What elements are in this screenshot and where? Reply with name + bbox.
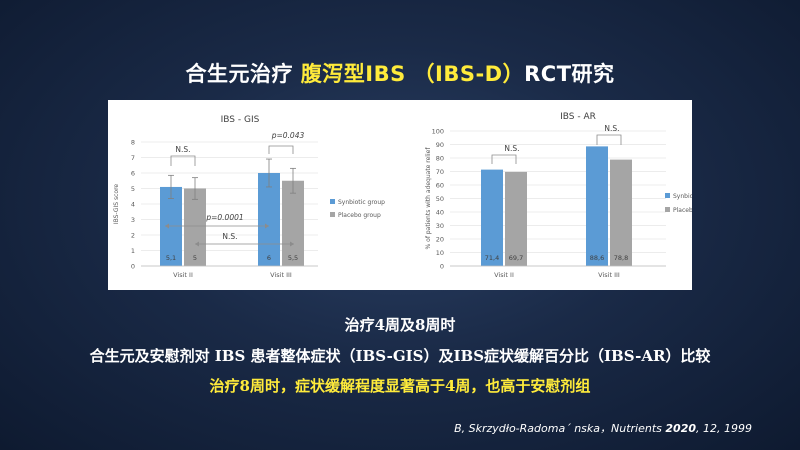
text-line-2: 合生元及安慰剂对 IBS 患者整体症状（IBS-GIS）及IBS症状缓解百分比（… <box>89 347 711 365</box>
y-tick-label-1-2: 20 <box>436 236 444 244</box>
x-tick-label-0-1: Visit III <box>270 271 292 279</box>
y-tick-label-0-7: 7 <box>131 154 135 162</box>
y-tick-label-0-4: 4 <box>131 201 135 209</box>
text-line-1: 治疗4周及8周时 <box>344 316 456 334</box>
title-part-3: RCT研究 <box>524 62 615 86</box>
bar-0-0-0 <box>160 186 182 266</box>
annotation-ar-ns-visit2: N.S. <box>504 144 519 153</box>
chart-title-0: IBS - GIS <box>221 115 260 125</box>
citation-rest: , 12, 1999 <box>696 422 752 435</box>
legend-label-1-0: Synbiotic group <box>673 193 692 200</box>
y-tick-label-0-0: 0 <box>131 263 135 271</box>
y-axis-label-1: % of patients with adequate relief <box>425 147 432 250</box>
text-line-3-highlight: 治疗8周时，症状缓解程度显著高于4周，也高于安慰剂组 <box>209 377 591 395</box>
bar-0-1-1 <box>282 180 304 266</box>
title-part-1: 合生元治疗 <box>185 62 301 86</box>
annotation-ar-ns-visit3: N.S. <box>604 124 619 133</box>
y-tick-label-1-6: 60 <box>436 182 444 190</box>
y-axis-label-0: IBS-GIS score <box>113 184 120 225</box>
y-tick-label-1-10: 100 <box>432 128 444 136</box>
x-tick-label-1-1: Visit III <box>598 271 620 279</box>
arrowhead-left-1 <box>165 223 169 229</box>
bracket-ar-visit3 <box>596 134 622 145</box>
legend-label-0-1: Placebo group <box>338 212 381 219</box>
charts-panel: IBS - GIS 0 1 2 3 4 5 6 7 8 IBS-GIS score 5,1 6 5 5,5 V… <box>108 100 692 290</box>
slide-title: 合生元治疗 腹泻型IBS （IBS-D）RCT研究 <box>0 58 800 88</box>
arrowhead-right-2 <box>290 241 294 247</box>
legend-swatch-0-1 <box>330 212 335 217</box>
annotation-gis-p0001: p=0.0001 <box>205 213 243 222</box>
y-tick-label-0-3: 3 <box>131 216 135 224</box>
bracket-ar-visit2 <box>491 154 517 164</box>
bracket-gis-visit3 <box>268 145 294 154</box>
bar-data-label-1-1-1: 78,8 <box>614 254 628 262</box>
bar-data-label-1-0-1: 88,6 <box>590 254 604 262</box>
y-tick-label-1-1: 10 <box>436 249 444 257</box>
bracket-gis-visit2 <box>170 155 196 166</box>
y-tick-label-1-5: 50 <box>436 195 444 203</box>
y-tick-label-1-3: 30 <box>436 222 444 230</box>
arrowhead-right-1 <box>265 223 269 229</box>
legend-swatch-0-0 <box>330 199 335 204</box>
bar-data-label-1-1-0: 69,7 <box>509 254 523 262</box>
y-tick-label-1-4: 40 <box>436 209 444 217</box>
bar-0-1-0 <box>184 188 206 266</box>
legend-label-1-1: Placebo group <box>673 207 692 214</box>
bar-0-0-1 <box>258 173 280 266</box>
y-tick-label-0-8: 8 <box>131 139 135 147</box>
annotation-gis-ns-visit2: N.S. <box>175 145 190 154</box>
citation-authors: B, Skrzydło-Radoma´ nska， <box>454 422 612 435</box>
y-tick-label-1-0: 0 <box>440 263 444 271</box>
y-tick-label-1-8: 80 <box>436 155 444 163</box>
chart-title-1: IBS - AR <box>560 112 596 122</box>
citation: B, Skrzydło-Radoma´ nska，Nutrients 2020,… <box>454 420 752 436</box>
bar-1-0-1 <box>586 146 608 266</box>
y-tick-label-0-2: 2 <box>131 232 135 240</box>
bar-1-1-1 <box>610 159 632 266</box>
annotation-gis-ns-placebo: N.S. <box>222 232 237 241</box>
legend-label-0-0: Synbiotic group <box>338 199 385 206</box>
legend-swatch-1-0 <box>665 193 670 198</box>
y-tick-label-1-9: 90 <box>436 141 444 149</box>
title-part-2: 腹泻型IBS （IBS-D） <box>300 62 525 86</box>
bar-data-label-0-0-0: 5,1 <box>166 254 176 262</box>
y-tick-label-1-7: 70 <box>436 168 444 176</box>
annotation-gis-p043: p=0.043 <box>271 131 305 140</box>
charts-svg: IBS - GIS 0 1 2 3 4 5 6 7 8 IBS-GIS score 5,1 6 5 5,5 V… <box>113 112 692 279</box>
x-tick-label-0-0: Visit II <box>173 271 193 279</box>
citation-year: 2020 <box>665 422 697 435</box>
legend-swatch-1-1 <box>665 207 670 212</box>
citation-journal: Nutrients <box>611 422 666 435</box>
arrowhead-left-2 <box>195 241 199 247</box>
bar-1-0-0 <box>481 169 503 266</box>
bar-data-label-1-0-0: 71,4 <box>485 254 499 262</box>
y-tick-label-0-6: 6 <box>131 170 135 178</box>
y-tick-label-0-5: 5 <box>131 185 135 193</box>
bar-1-1-0 <box>505 171 527 266</box>
bar-data-label-0-0-1: 6 <box>267 254 271 262</box>
x-tick-label-1-0: Visit II <box>494 271 514 279</box>
bar-data-label-0-1-1: 5,5 <box>288 254 298 262</box>
y-tick-label-0-1: 1 <box>131 247 135 255</box>
bar-data-label-0-1-0: 5 <box>193 254 197 262</box>
